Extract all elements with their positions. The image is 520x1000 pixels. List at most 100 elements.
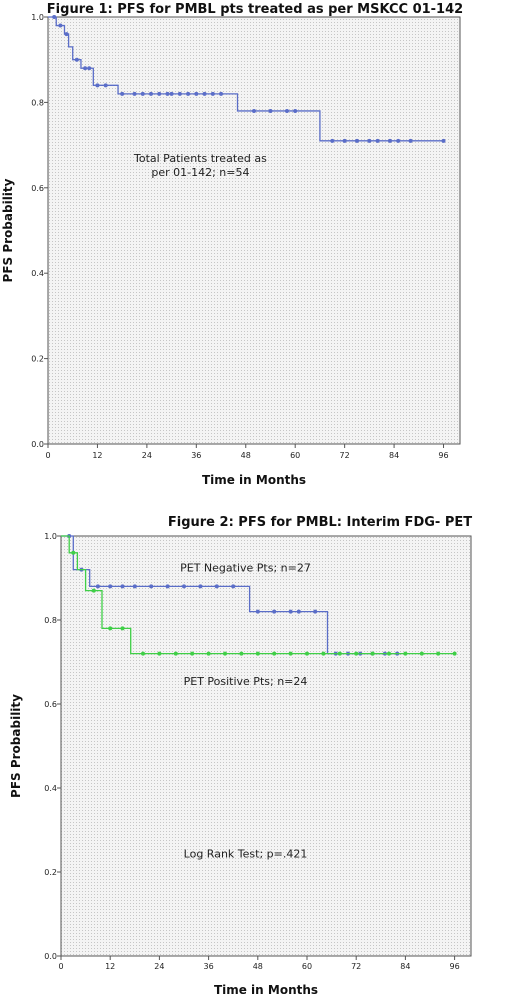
x-axis-label: Time in Months [214, 983, 318, 997]
censor-mark [83, 66, 88, 71]
censor-mark [375, 138, 380, 143]
censor-mark [91, 588, 96, 593]
x-tick-label: 48 [241, 451, 251, 460]
censor-mark [255, 609, 260, 614]
figure-2: Figure 2: PFS for PMBL: Interim FDG- PET… [0, 500, 520, 1000]
censor-mark [419, 651, 424, 656]
censor-mark [182, 584, 186, 589]
censor-mark [436, 651, 441, 656]
y-tick-label: 0.4 [44, 784, 57, 793]
censor-mark [149, 584, 154, 589]
x-tick-label: 24 [142, 451, 152, 460]
censor-mark [173, 651, 178, 656]
censor-mark [132, 584, 137, 589]
x-tick-label: 60 [290, 451, 300, 460]
x-tick-label: 96 [450, 962, 460, 971]
censor-mark [169, 91, 174, 96]
censor-mark [71, 550, 76, 555]
censor-mark [337, 651, 342, 656]
x-tick-label: 72 [340, 451, 350, 460]
y-tick-label: 0.2 [44, 868, 57, 877]
censor-mark [108, 584, 113, 589]
chart-title: Figure 1: PFS for PMBL pts treated as pe… [47, 2, 463, 17]
chart-title: Figure 2: PFS for PMBL: Interim FDG- PET [168, 515, 472, 530]
censor-mark [239, 651, 244, 656]
censor-mark [403, 651, 408, 656]
y-tick-label: 0.8 [44, 616, 57, 625]
censor-mark [194, 91, 199, 96]
y-tick-label: 0.8 [31, 98, 44, 107]
y-tick-label: 1.0 [44, 532, 57, 541]
y-tick-label: 0.4 [31, 269, 44, 278]
y-tick-label: 0.6 [44, 700, 57, 709]
censor-mark [210, 91, 215, 96]
censor-mark [252, 108, 256, 113]
x-tick-label: 84 [400, 962, 410, 971]
x-axis-label: Time in Months [202, 473, 306, 487]
censor-mark [223, 651, 227, 656]
x-tick-label: 36 [191, 451, 201, 460]
y-tick-label: 1.0 [31, 13, 44, 22]
annotation-text: per 01-142; n=54 [151, 166, 249, 179]
annotation-text: Total Patients treated as [133, 152, 267, 165]
censor-mark [321, 651, 326, 656]
censor-mark [330, 138, 335, 143]
figure-2-chart: Figure 2: PFS for PMBL: Interim FDG- PET… [9, 515, 472, 997]
series-line-1 [48, 16, 444, 142]
censor-mark [103, 83, 108, 88]
x-tick-label: 48 [253, 962, 263, 971]
plot-area [47, 16, 461, 445]
censor-mark [58, 23, 63, 28]
censor-mark [140, 91, 145, 96]
censor-mark [288, 651, 293, 656]
censor-mark [202, 91, 207, 96]
figure-1-chart: Figure 1: PFS for PMBL pts treated as pe… [1, 2, 463, 487]
y-tick-label: 0.6 [31, 184, 44, 193]
censor-mark [296, 609, 301, 614]
censor-mark [95, 584, 100, 589]
censor-mark [120, 626, 125, 631]
censor-mark [408, 138, 413, 143]
censor-mark [367, 138, 372, 143]
censor-mark [342, 138, 347, 143]
censor-mark [219, 91, 224, 96]
x-tick-label: 24 [154, 962, 164, 971]
x-tick-label: 96 [438, 451, 448, 460]
censor-mark [52, 15, 57, 19]
censor-mark [206, 651, 211, 656]
censor-mark [355, 138, 359, 143]
x-tick-label: 36 [204, 962, 214, 971]
annotation-text: PET Positive Pts; n=24 [184, 675, 308, 688]
censor-mark [272, 651, 277, 656]
x-tick-label: 72 [351, 962, 361, 971]
censor-mark [214, 584, 219, 589]
x-tick-label: 60 [302, 962, 312, 971]
censor-mark [231, 584, 236, 589]
y-axis-label: PFS Probability [1, 178, 15, 282]
censor-mark [354, 651, 359, 656]
x-tick-label: 0 [45, 451, 50, 460]
censor-mark [95, 83, 100, 88]
series-line-2 [61, 535, 455, 655]
y-axis-label: PFS Probability [9, 694, 23, 798]
censor-mark [441, 138, 446, 143]
censor-mark [370, 651, 375, 656]
censor-mark [198, 584, 203, 589]
y-tick-label: 0.0 [44, 952, 57, 961]
censor-mark [186, 91, 191, 96]
censor-mark [108, 626, 113, 631]
x-tick-label: 12 [92, 451, 102, 460]
figure-1: Figure 1: PFS for PMBL pts treated as pe… [1, 2, 463, 487]
censor-mark [165, 91, 170, 96]
censor-mark [141, 651, 145, 656]
censor-mark [149, 91, 153, 96]
censor-mark [396, 138, 401, 143]
censor-mark [255, 651, 260, 656]
censor-mark [177, 91, 182, 96]
censor-mark [387, 138, 392, 143]
censor-mark [165, 584, 170, 589]
censor-mark [87, 66, 92, 71]
censor-mark [157, 651, 162, 656]
x-tick-label: 12 [105, 962, 115, 971]
annotation-text: Log Rank Test; p=.421 [184, 847, 308, 860]
